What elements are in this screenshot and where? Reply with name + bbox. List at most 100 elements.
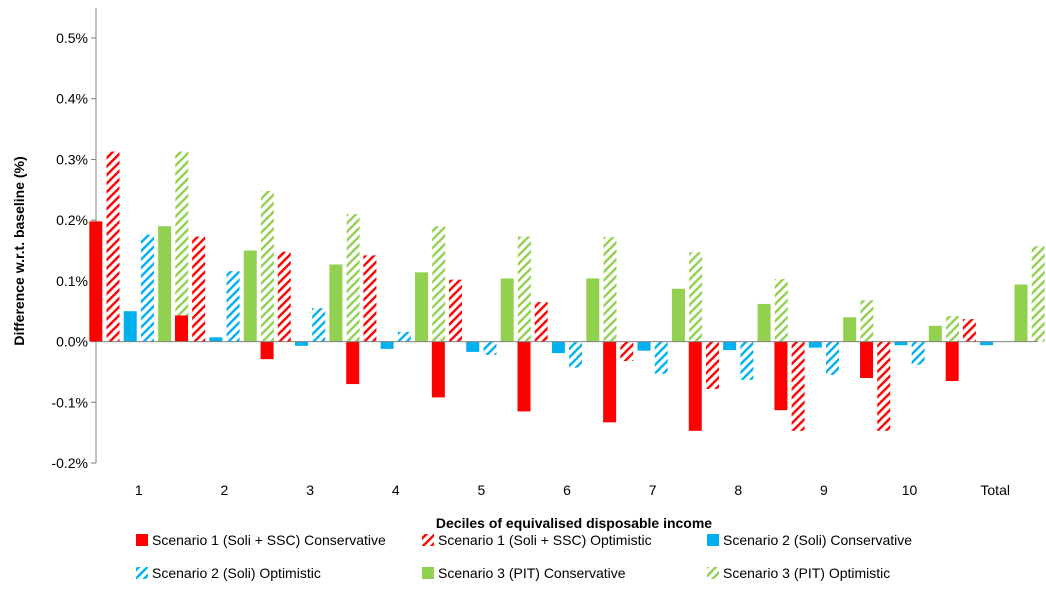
bar-series-5-cat-2 xyxy=(243,250,257,342)
bar-series-4-cat-3 xyxy=(312,308,326,342)
bar-series-3-cat-5 xyxy=(466,341,480,352)
bar-series-5-cat-11 xyxy=(1014,284,1028,342)
x-tick-label: 2 xyxy=(221,482,229,498)
legend-swatch-1 xyxy=(136,534,148,546)
bar-series-4-cat-7 xyxy=(654,341,668,374)
bar-series-6-cat-3 xyxy=(346,214,360,342)
bar-series-6-cat-1 xyxy=(175,151,189,342)
bar-series-2-cat-9 xyxy=(791,341,805,431)
bar-series-1-cat-2 xyxy=(174,315,188,342)
bar-series-2-cat-4 xyxy=(363,255,377,342)
x-tick-label: 3 xyxy=(306,482,314,498)
bar-series-2-cat-6 xyxy=(534,302,548,342)
bar-series-6-cat-2 xyxy=(260,191,274,342)
bar-series-2-cat-10 xyxy=(877,341,891,431)
bar-series-3-cat-8 xyxy=(723,341,737,351)
bar-series-1-cat-5 xyxy=(431,341,445,398)
bar-series-3-cat-7 xyxy=(637,341,651,351)
bar-series-4-cat-10 xyxy=(911,341,925,365)
y-tick-label: 0.2% xyxy=(56,212,88,228)
bar-series-2-cat-3 xyxy=(277,251,291,342)
bar-series-5-cat-1 xyxy=(158,226,172,342)
x-tick-label: 6 xyxy=(563,482,571,498)
legend-swatch-4 xyxy=(136,567,148,579)
bar-series-6-cat-7 xyxy=(689,252,703,342)
x-axis-title: Deciles of equivalised disposable income xyxy=(436,515,712,531)
bar-series-1-cat-4 xyxy=(346,341,360,385)
y-tick-label: 0.3% xyxy=(56,151,88,167)
legend: Scenario 1 (Soli + SSC) Conservative Scen… xyxy=(136,532,912,581)
y-tick-label: 0.4% xyxy=(56,91,88,107)
bar-series-3-cat-1 xyxy=(123,311,137,342)
bar-series-2-cat-2 xyxy=(192,236,206,342)
x-axis: 1 2 3 4 5 6 7 8 9 10 Total xyxy=(96,341,1038,498)
bar-series-5-cat-4 xyxy=(415,272,429,342)
bar-series-4-cat-5 xyxy=(483,341,497,355)
legend-label-3: Scenario 2 (Soli) Conservative xyxy=(723,532,912,548)
bar-series-5-cat-8 xyxy=(757,303,771,342)
bar-series-5-cat-10 xyxy=(928,325,942,342)
y-tick-label: 0.0% xyxy=(56,334,88,350)
legend-label-4: Scenario 2 (Soli) Optimistic xyxy=(152,565,321,581)
bar-series-3-cat-11 xyxy=(980,341,994,346)
bar-series-2-cat-5 xyxy=(449,279,463,342)
y-axis: -0.2% -0.1% 0.0% 0.1% 0.2% 0.3% 0.4% 0.5% xyxy=(51,8,97,471)
bar-series-1-cat-3 xyxy=(260,341,274,360)
legend-swatch-3 xyxy=(707,534,719,546)
x-tick-label: 4 xyxy=(392,482,400,498)
bar-series-1-cat-6 xyxy=(517,341,531,412)
bar-series-4-cat-2 xyxy=(226,271,240,342)
bar-series-4-cat-8 xyxy=(740,341,754,380)
bar-series-3-cat-6 xyxy=(551,341,565,354)
bar-series-4-cat-1 xyxy=(140,234,154,342)
bar-series-6-cat-9 xyxy=(860,300,874,342)
bar-series-4-cat-9 xyxy=(826,341,840,375)
bar-series-6-cat-8 xyxy=(774,279,788,342)
bar-series-5-cat-3 xyxy=(329,264,343,342)
bar-series-4-cat-6 xyxy=(569,341,583,368)
bar-series-6-cat-10 xyxy=(946,316,960,342)
bar-series-3-cat-4 xyxy=(380,341,394,349)
bar-series-1-cat-9 xyxy=(774,341,788,411)
bar-series-6-cat-4 xyxy=(432,226,446,342)
legend-swatch-2 xyxy=(422,534,434,546)
bar-series-5-cat-7 xyxy=(671,288,685,342)
bar-series-1-cat-1 xyxy=(89,221,103,342)
x-tick-label: 7 xyxy=(649,482,657,498)
legend-label-1: Scenario 1 (Soli + SSC) Conservative xyxy=(152,532,386,548)
bar-series-1-cat-11 xyxy=(945,341,959,382)
bar-series-6-cat-6 xyxy=(603,237,617,342)
bar-series-4-cat-4 xyxy=(397,331,411,342)
bar-series-3-cat-10 xyxy=(894,341,908,346)
bar-series-1-cat-7 xyxy=(603,341,617,423)
legend-label-6: Scenario 3 (PIT) Optimistic xyxy=(723,565,890,581)
x-tick-label: 1 xyxy=(135,482,143,498)
x-tick-label: 10 xyxy=(902,482,918,498)
bar-series-3-cat-9 xyxy=(808,341,822,348)
bars xyxy=(89,151,1045,431)
y-tick-label: 0.1% xyxy=(56,273,88,289)
bar-series-1-cat-8 xyxy=(688,341,702,431)
bar-series-6-cat-5 xyxy=(517,236,531,342)
bar-series-2-cat-7 xyxy=(620,341,634,361)
bar-series-2-cat-1 xyxy=(106,151,120,342)
bar-series-2-cat-8 xyxy=(705,341,719,389)
y-tick-label: 0.5% xyxy=(56,30,88,46)
bar-series-6-cat-11 xyxy=(1031,246,1045,342)
y-tick-label: -0.1% xyxy=(51,394,88,410)
x-tick-label: Total xyxy=(980,482,1010,498)
legend-swatch-6 xyxy=(707,567,719,579)
x-tick-label: 9 xyxy=(820,482,828,498)
bar-series-5-cat-5 xyxy=(500,278,514,342)
bar-series-1-cat-10 xyxy=(860,341,874,378)
bar-series-3-cat-3 xyxy=(294,341,308,346)
bar-series-3-cat-2 xyxy=(209,337,223,342)
y-axis-title: Difference w.r.t. baseline (%) xyxy=(11,156,27,345)
legend-label-2: Scenario 1 (Soli + SSC) Optimistic xyxy=(438,532,652,548)
y-tick-label: -0.2% xyxy=(51,455,88,471)
x-tick-label: 8 xyxy=(734,482,742,498)
x-tick-label: 5 xyxy=(477,482,485,498)
bar-series-2-cat-11 xyxy=(962,319,976,342)
bar-series-5-cat-6 xyxy=(586,278,600,342)
